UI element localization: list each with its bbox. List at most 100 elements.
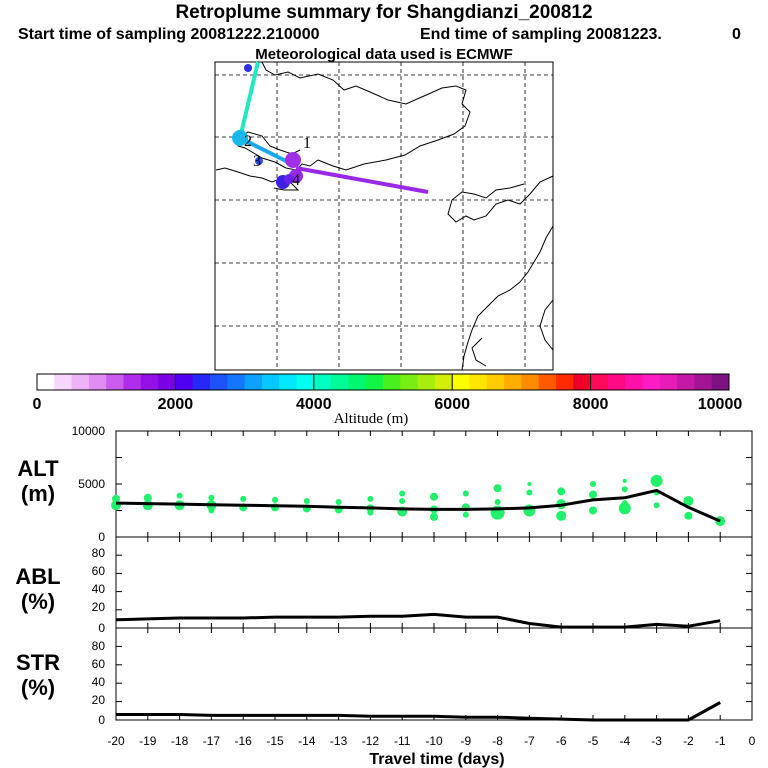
str-y-tick-label: 0 [98,713,105,727]
x-tick-label: -11 [394,734,411,748]
alt-scatter-point [208,507,215,514]
colorbar-cell [642,374,661,390]
map-frame [214,61,554,371]
str-unit-label: (%) [21,675,55,700]
map-graticule [215,62,553,370]
x-tick-label: -9 [460,734,471,748]
x-tick-label: -8 [492,734,503,748]
x-axis-label: Travel time (days) [369,751,504,768]
chart-title: Retroplume summary for Shangdianzi_20081… [175,2,593,23]
alt-scatter-point [367,495,374,502]
colorbar-cell [279,374,297,390]
alt-y-tick-label: 5000 [78,477,105,491]
str-label: STR [16,650,60,675]
colorbar: 0 2000 4000 6000 8000 10000 Altitude (m) [33,373,742,427]
colorbar-cell [659,374,678,390]
colorbar-cell [37,374,55,390]
alt-scatter-point [684,511,693,520]
abl-unit-label: (%) [21,589,55,614]
alt-scatter-point [399,497,406,504]
colorbar-cell [296,374,315,390]
colorbar-cell [434,374,453,390]
colorbar-cell [486,374,505,390]
alt-scatter-point [430,492,438,501]
series-lines [115,488,721,722]
colorbar-tick-label: 2000 [158,396,194,413]
colorbar-cell [244,374,263,390]
colorbar-cell [521,374,540,390]
trajectory-cluster-1 [238,61,260,139]
end-time-label: End time of sampling 20081223. 0 [420,26,768,44]
colorbar-cell [331,374,349,390]
colorbar-cell [192,374,211,390]
colorbar-cell [677,374,695,390]
colorbar-cell [106,374,124,390]
x-tick-label: -18 [171,734,189,748]
x-tick-label: -1 [715,734,726,748]
marker-label: 4 [292,172,300,189]
x-tick-label: -10 [425,734,443,748]
colorbar-tick-label: 4000 [296,396,332,413]
colorbar-cell [607,374,626,390]
alt-y-tick-label: 0 [98,530,105,544]
trajectory-marker [244,64,252,72]
end-time-text: End time of sampling 20081223. [420,26,662,43]
x-tick-label: -6 [556,734,567,748]
colorbar-cell [590,374,609,390]
abl-y-tick-label: 60 [92,564,106,578]
x-tick-label: -16 [235,734,253,748]
colorbar-cell [227,374,245,390]
abl-y-tick-label: 0 [98,621,105,635]
alt-mean-line [115,488,721,523]
x-tick-label: -3 [651,734,662,748]
colorbar-cell [538,374,557,390]
colorbar-tick-label: 8000 [573,396,609,413]
alt-scatter-point [272,496,278,503]
x-tick-label: 0 [749,734,756,748]
alt-y-tick-label: 10000 [72,424,106,438]
trajectory-marker [285,152,301,168]
alt-scatter-point [335,499,342,506]
colorbar-cell [210,374,228,390]
alt-scatter-point [589,490,597,499]
alt-scatter-point [208,494,215,501]
alt-label: ALT [17,456,59,481]
alt-scatter-point [653,502,660,509]
colorbar-axis-label: Altitude (m) [334,411,409,427]
x-tick-label: -5 [588,734,599,748]
colorbar-frame [36,373,730,391]
alt-scatter-point [430,512,438,521]
str-panel-frame [115,627,753,721]
x-tick-label: -7 [524,734,535,748]
alt-scatter-point [462,490,469,497]
colorbar-cell [261,374,280,390]
x-tick-label: -4 [619,734,630,748]
alt-scatter-point [557,487,566,496]
colorbar-cell [348,374,367,390]
abl-y-tick-label: 80 [92,546,106,560]
alt-scatter-point [590,481,596,487]
colorbar-cell [452,374,470,390]
alt-scatter-point [142,500,153,511]
alt-scatter-point [650,474,663,487]
alt-scatter-points [111,474,726,527]
alt-unit-label: (m) [21,481,55,506]
start-time-label: Start time of sampling 20081222.210000 [18,26,320,43]
end-time-suffix: 0 [732,26,741,43]
colorbar-cell [365,374,384,390]
colorbar-cell [400,374,418,390]
alt-scatter-point [526,489,533,496]
colorbar-cell [71,374,90,390]
alt-scatter-point [367,509,374,516]
colorbar-cells [37,374,730,390]
x-tick-labels: -20 -19 -18 -17 -16 -15 -14 -13 -12 -11 -10 -9 -8 -7-… [107,734,755,748]
marker-labels: 1 2 3 4 [244,133,311,189]
alt-scatter-point [556,510,567,521]
x-tick-label: -20 [107,734,125,748]
x-tick-label: -13 [330,734,348,748]
colorbar-dividers [174,374,592,390]
colorbar-cell [573,374,591,390]
marker-label: 2 [244,133,252,150]
colorbar-cell [158,374,176,390]
alt-scatter-point [493,484,502,493]
